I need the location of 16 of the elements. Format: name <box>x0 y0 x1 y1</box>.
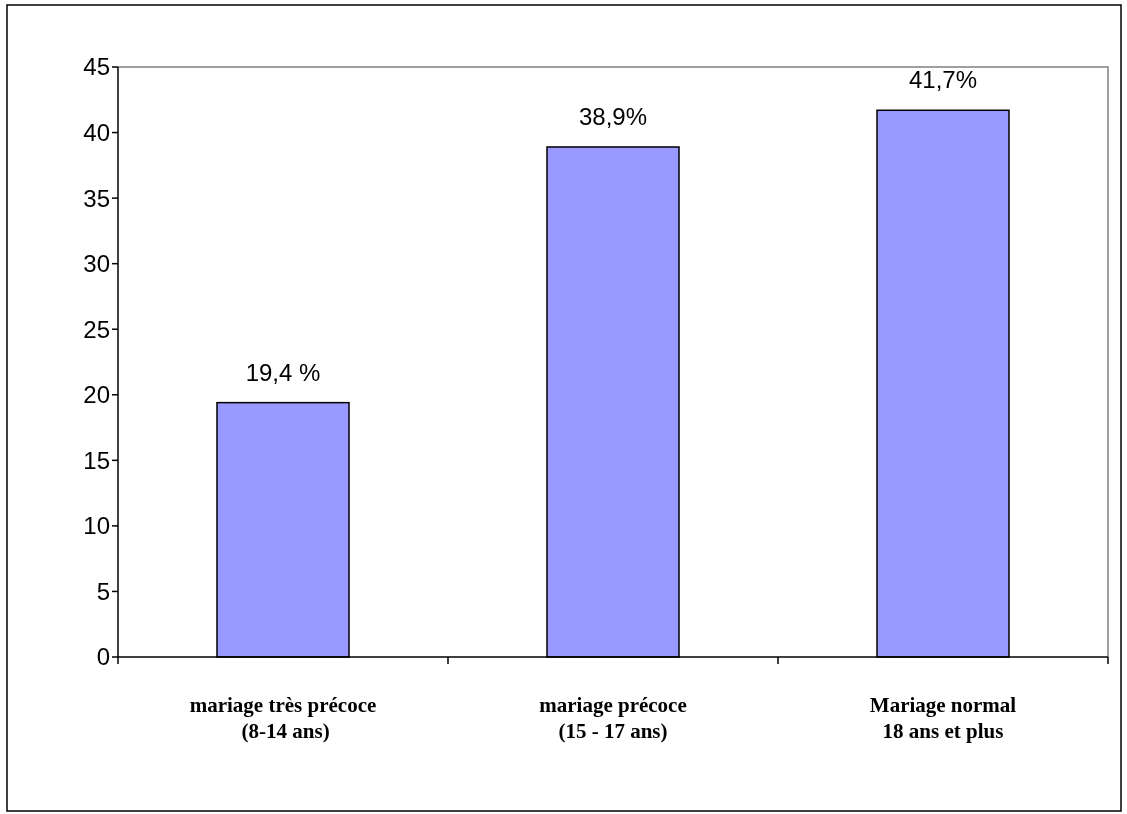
y-tick-label: 30 <box>83 250 110 278</box>
y-tick-label: 25 <box>83 315 110 343</box>
y-tick-label: 0 <box>96 643 110 671</box>
x-tick-label: mariage très précoce (8-14 ans) <box>189 693 377 743</box>
x-tick-label: mariage précoce (15 - 17 ans) <box>539 693 687 743</box>
data-label: 41,7% <box>908 66 978 94</box>
x-tick-label: Mariage normal 18 ans et plus <box>869 693 1017 743</box>
data-label: 38,9% <box>578 102 648 130</box>
y-tick-label: 20 <box>83 381 110 409</box>
y-tick-label: 40 <box>83 118 110 146</box>
y-tick-label: 45 <box>83 53 110 81</box>
y-tick-label: 35 <box>83 184 110 212</box>
y-tick-label: 15 <box>83 446 110 474</box>
y-tick-label: 10 <box>83 512 110 540</box>
y-tick-label: 5 <box>96 577 110 605</box>
data-label: 19,4 % <box>245 358 321 386</box>
